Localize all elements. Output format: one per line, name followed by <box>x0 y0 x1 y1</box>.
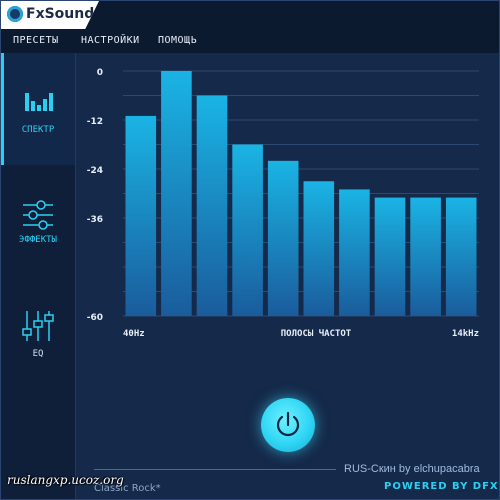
x-axis-label: ПОЛОСЫ ЧАСТОТ <box>281 329 352 339</box>
sidebar: СПЕКТР ЭФФЕКТЫ EQ <box>1 53 76 499</box>
y-tick-label: -24 <box>87 166 103 176</box>
powered-by-label: POWERED BY DFX <box>384 481 499 492</box>
title-bar: FxSound <box>1 1 499 29</box>
logo: FxSound <box>1 1 99 29</box>
y-tick-label: 0 <box>97 68 103 78</box>
eq-icon <box>22 311 54 341</box>
spectrum-bar <box>196 95 228 316</box>
power-icon <box>276 411 300 437</box>
spectrum-icon <box>25 93 53 111</box>
spectrum-bar <box>267 160 299 316</box>
spectrum-chart: 0 -12 -24 -36 -60 40Hz ПОЛОСЫ ЧАСТОТ 14kHz <box>87 68 479 339</box>
y-tick-label: -12 <box>87 117 103 127</box>
y-tick-label: -36 <box>87 215 103 225</box>
spectrum-bar <box>410 197 441 316</box>
spectrum-bar <box>374 197 406 316</box>
current-preset[interactable]: Classic Rock* <box>94 483 161 494</box>
spectrum-bar <box>339 189 370 316</box>
sidebar-item-label: ЭФФЕКТЫ <box>19 235 57 245</box>
menu-settings[interactable]: НАСТРОЙКИ <box>81 35 140 46</box>
x-end-label: 14kHz <box>452 329 479 339</box>
x-start-label: 40Hz <box>123 329 145 339</box>
menu-help[interactable]: ПОМОЩЬ <box>158 35 198 46</box>
divider <box>94 469 336 470</box>
power-button[interactable] <box>261 398 315 452</box>
app-name: FxSound <box>26 6 95 22</box>
spectrum-bar <box>303 181 335 316</box>
menu-bar: ПРЕСЕТЫ НАСТРОЙКИ ПОМОЩЬ <box>1 29 499 53</box>
sidebar-item-label: СПЕКТР <box>21 125 55 135</box>
skin-credit: RUS-Скин by elchupacabra <box>344 463 480 475</box>
sidebar-item-label: EQ <box>32 349 44 359</box>
y-tick-label: -60 <box>87 313 103 323</box>
sliders-icon <box>23 200 53 230</box>
sidebar-item-spectrum[interactable]: СПЕКТР <box>1 53 75 165</box>
menu-presets[interactable]: ПРЕСЕТЫ <box>13 35 59 46</box>
watermark: ruslangxp.ucoz.org <box>7 473 124 487</box>
spectrum-bar <box>232 144 263 316</box>
spectrum-bar <box>161 71 192 316</box>
fxsound-logo-icon <box>7 6 23 22</box>
spectrum-bar <box>125 115 157 316</box>
spectrum-bar <box>445 197 477 316</box>
sidebar-item-eq[interactable]: EQ <box>1 303 75 363</box>
sidebar-item-effects[interactable]: ЭФФЕКТЫ <box>1 185 75 255</box>
main-panel: 0 -12 -24 -36 -60 40Hz ПОЛОСЫ ЧАСТОТ 14kHz RUS-… <box>76 53 499 499</box>
